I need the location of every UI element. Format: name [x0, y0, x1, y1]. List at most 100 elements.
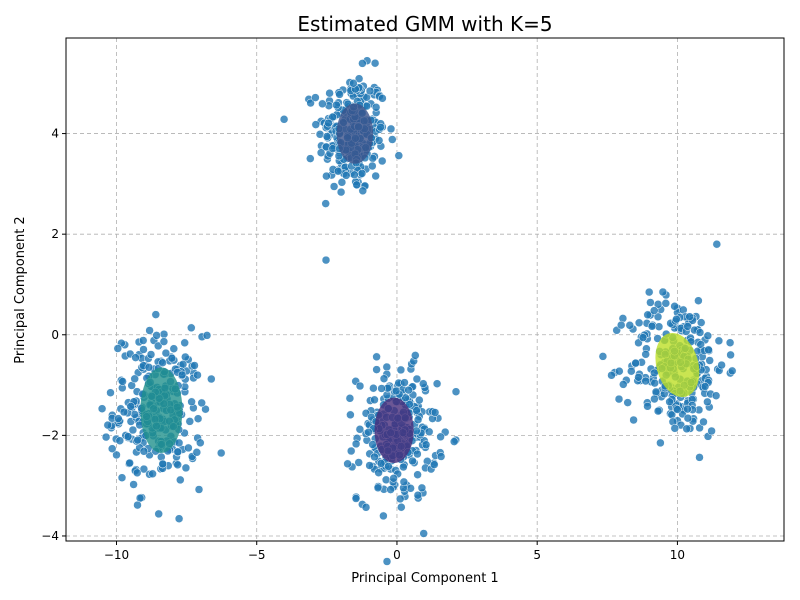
scatter-point [370, 58, 380, 68]
scatter-point [421, 440, 431, 449]
scatter-point [322, 171, 331, 181]
scatter-point [354, 458, 363, 467]
scatter-point [703, 397, 712, 407]
scatter-point [343, 459, 352, 469]
scatter-point [704, 345, 713, 355]
scatter-point [130, 410, 139, 419]
scatter-point [112, 450, 121, 460]
scatter-point [614, 394, 624, 404]
scatter-point [451, 387, 461, 396]
scatter-point [386, 124, 396, 134]
scatter-point [629, 415, 638, 425]
scatter-point [207, 374, 216, 384]
scatter-point [727, 366, 737, 376]
scatter-point [408, 456, 417, 466]
scatter-point [436, 452, 446, 461]
scatter-point [117, 473, 127, 482]
scatter-point [647, 322, 657, 331]
scatter-point [683, 413, 693, 423]
scatter-point [368, 161, 377, 171]
scatter-point [384, 462, 393, 471]
scatter-point [358, 186, 368, 196]
scatter-point [201, 404, 210, 414]
scatter-point [725, 338, 735, 347]
scatter-point [658, 287, 668, 297]
scatter-point [374, 468, 383, 477]
scatter-point [700, 382, 710, 391]
scatter-point [391, 386, 401, 396]
scatter-point [695, 328, 705, 337]
scatter-point [351, 439, 361, 449]
scatter-point [119, 407, 129, 417]
scatter-point [364, 427, 373, 437]
scatter-point [404, 385, 413, 395]
scatter-point [631, 358, 640, 368]
scatter-point [333, 166, 343, 176]
scatter-point [101, 432, 111, 442]
scatter-point [216, 448, 226, 458]
scatter-point [324, 118, 333, 128]
scatter-point [649, 306, 659, 315]
scatter-point [185, 417, 195, 426]
scatter-point [193, 370, 202, 380]
scatter-point [374, 136, 384, 145]
scatter-point [619, 380, 628, 389]
scatter-point [355, 381, 365, 391]
scatter-point [651, 387, 661, 397]
scatter-point [665, 397, 674, 407]
scatter-point [634, 373, 643, 382]
scatter-point [685, 312, 694, 321]
axis-ticks: −10 −5 0 5 10 −4 −2 0 2 4 [41, 127, 685, 562]
y-tick-label: 0 [51, 328, 59, 342]
scatter-point [341, 171, 351, 180]
scatter-point [369, 383, 378, 393]
scatter-point [406, 484, 415, 493]
scatter-point [430, 408, 440, 417]
scatter-point [712, 239, 722, 249]
scatter-point [176, 475, 185, 485]
y-axis-label: Principal Component 2 [13, 216, 28, 363]
scatter-point [132, 468, 142, 478]
x-axis-label: Principal Component 1 [351, 571, 498, 586]
scatter-point [187, 323, 196, 333]
y-tick-label: 4 [51, 127, 59, 141]
scatter-point [174, 514, 184, 523]
scatter-point [397, 502, 406, 512]
scatter-point [190, 361, 199, 370]
scatter-point [196, 438, 205, 448]
scatter-point [357, 169, 367, 178]
scatter-point [139, 345, 148, 354]
scatter-point [169, 344, 179, 353]
gmm-component-ellipse [374, 397, 414, 463]
scatter-point [365, 86, 375, 96]
scatter-point [643, 402, 652, 411]
scatter-point [376, 459, 386, 468]
scatter-point [417, 483, 427, 493]
scatter-point [181, 352, 190, 362]
chart-title: Estimated GMM with K=5 [297, 12, 552, 36]
scatter-point [321, 255, 331, 265]
scatter-point [376, 122, 385, 132]
scatter-point [415, 395, 424, 405]
scatter-point [107, 444, 117, 453]
scatter-point [373, 483, 383, 493]
scatter-point [388, 135, 397, 144]
scatter-point [158, 358, 167, 367]
scatter-point [395, 494, 405, 504]
plot-frame [65, 37, 785, 542]
scatter-point [694, 296, 703, 305]
y-tick-label: −4 [41, 529, 59, 543]
scatter-point [696, 318, 706, 327]
x-tick-label: −5 [248, 548, 266, 562]
scatter-point [371, 103, 381, 112]
scatter-point [321, 199, 330, 208]
scatter-point [139, 447, 149, 456]
scatter-point [106, 388, 115, 397]
scatter-point [306, 154, 315, 163]
scatter-point [161, 348, 171, 358]
scatter-point [412, 406, 421, 415]
scatter-point [336, 187, 346, 197]
scatter-point [400, 378, 409, 387]
scatter-point [365, 461, 374, 470]
scatter-point [399, 477, 409, 487]
